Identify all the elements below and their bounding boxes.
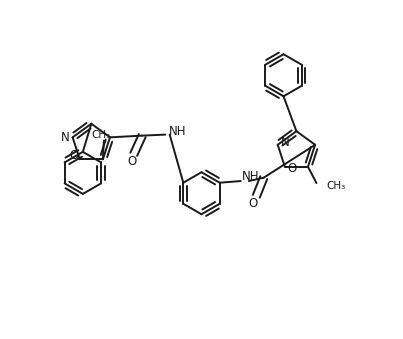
Text: O: O bbox=[287, 162, 296, 175]
Text: O: O bbox=[127, 155, 137, 167]
Text: NH: NH bbox=[169, 125, 187, 138]
Text: N: N bbox=[61, 131, 70, 144]
Text: O: O bbox=[248, 197, 258, 210]
Text: N: N bbox=[281, 136, 289, 149]
Text: CH₃: CH₃ bbox=[326, 181, 345, 191]
Text: O: O bbox=[69, 149, 78, 162]
Text: NH: NH bbox=[242, 171, 259, 183]
Text: CH₃: CH₃ bbox=[91, 129, 111, 140]
